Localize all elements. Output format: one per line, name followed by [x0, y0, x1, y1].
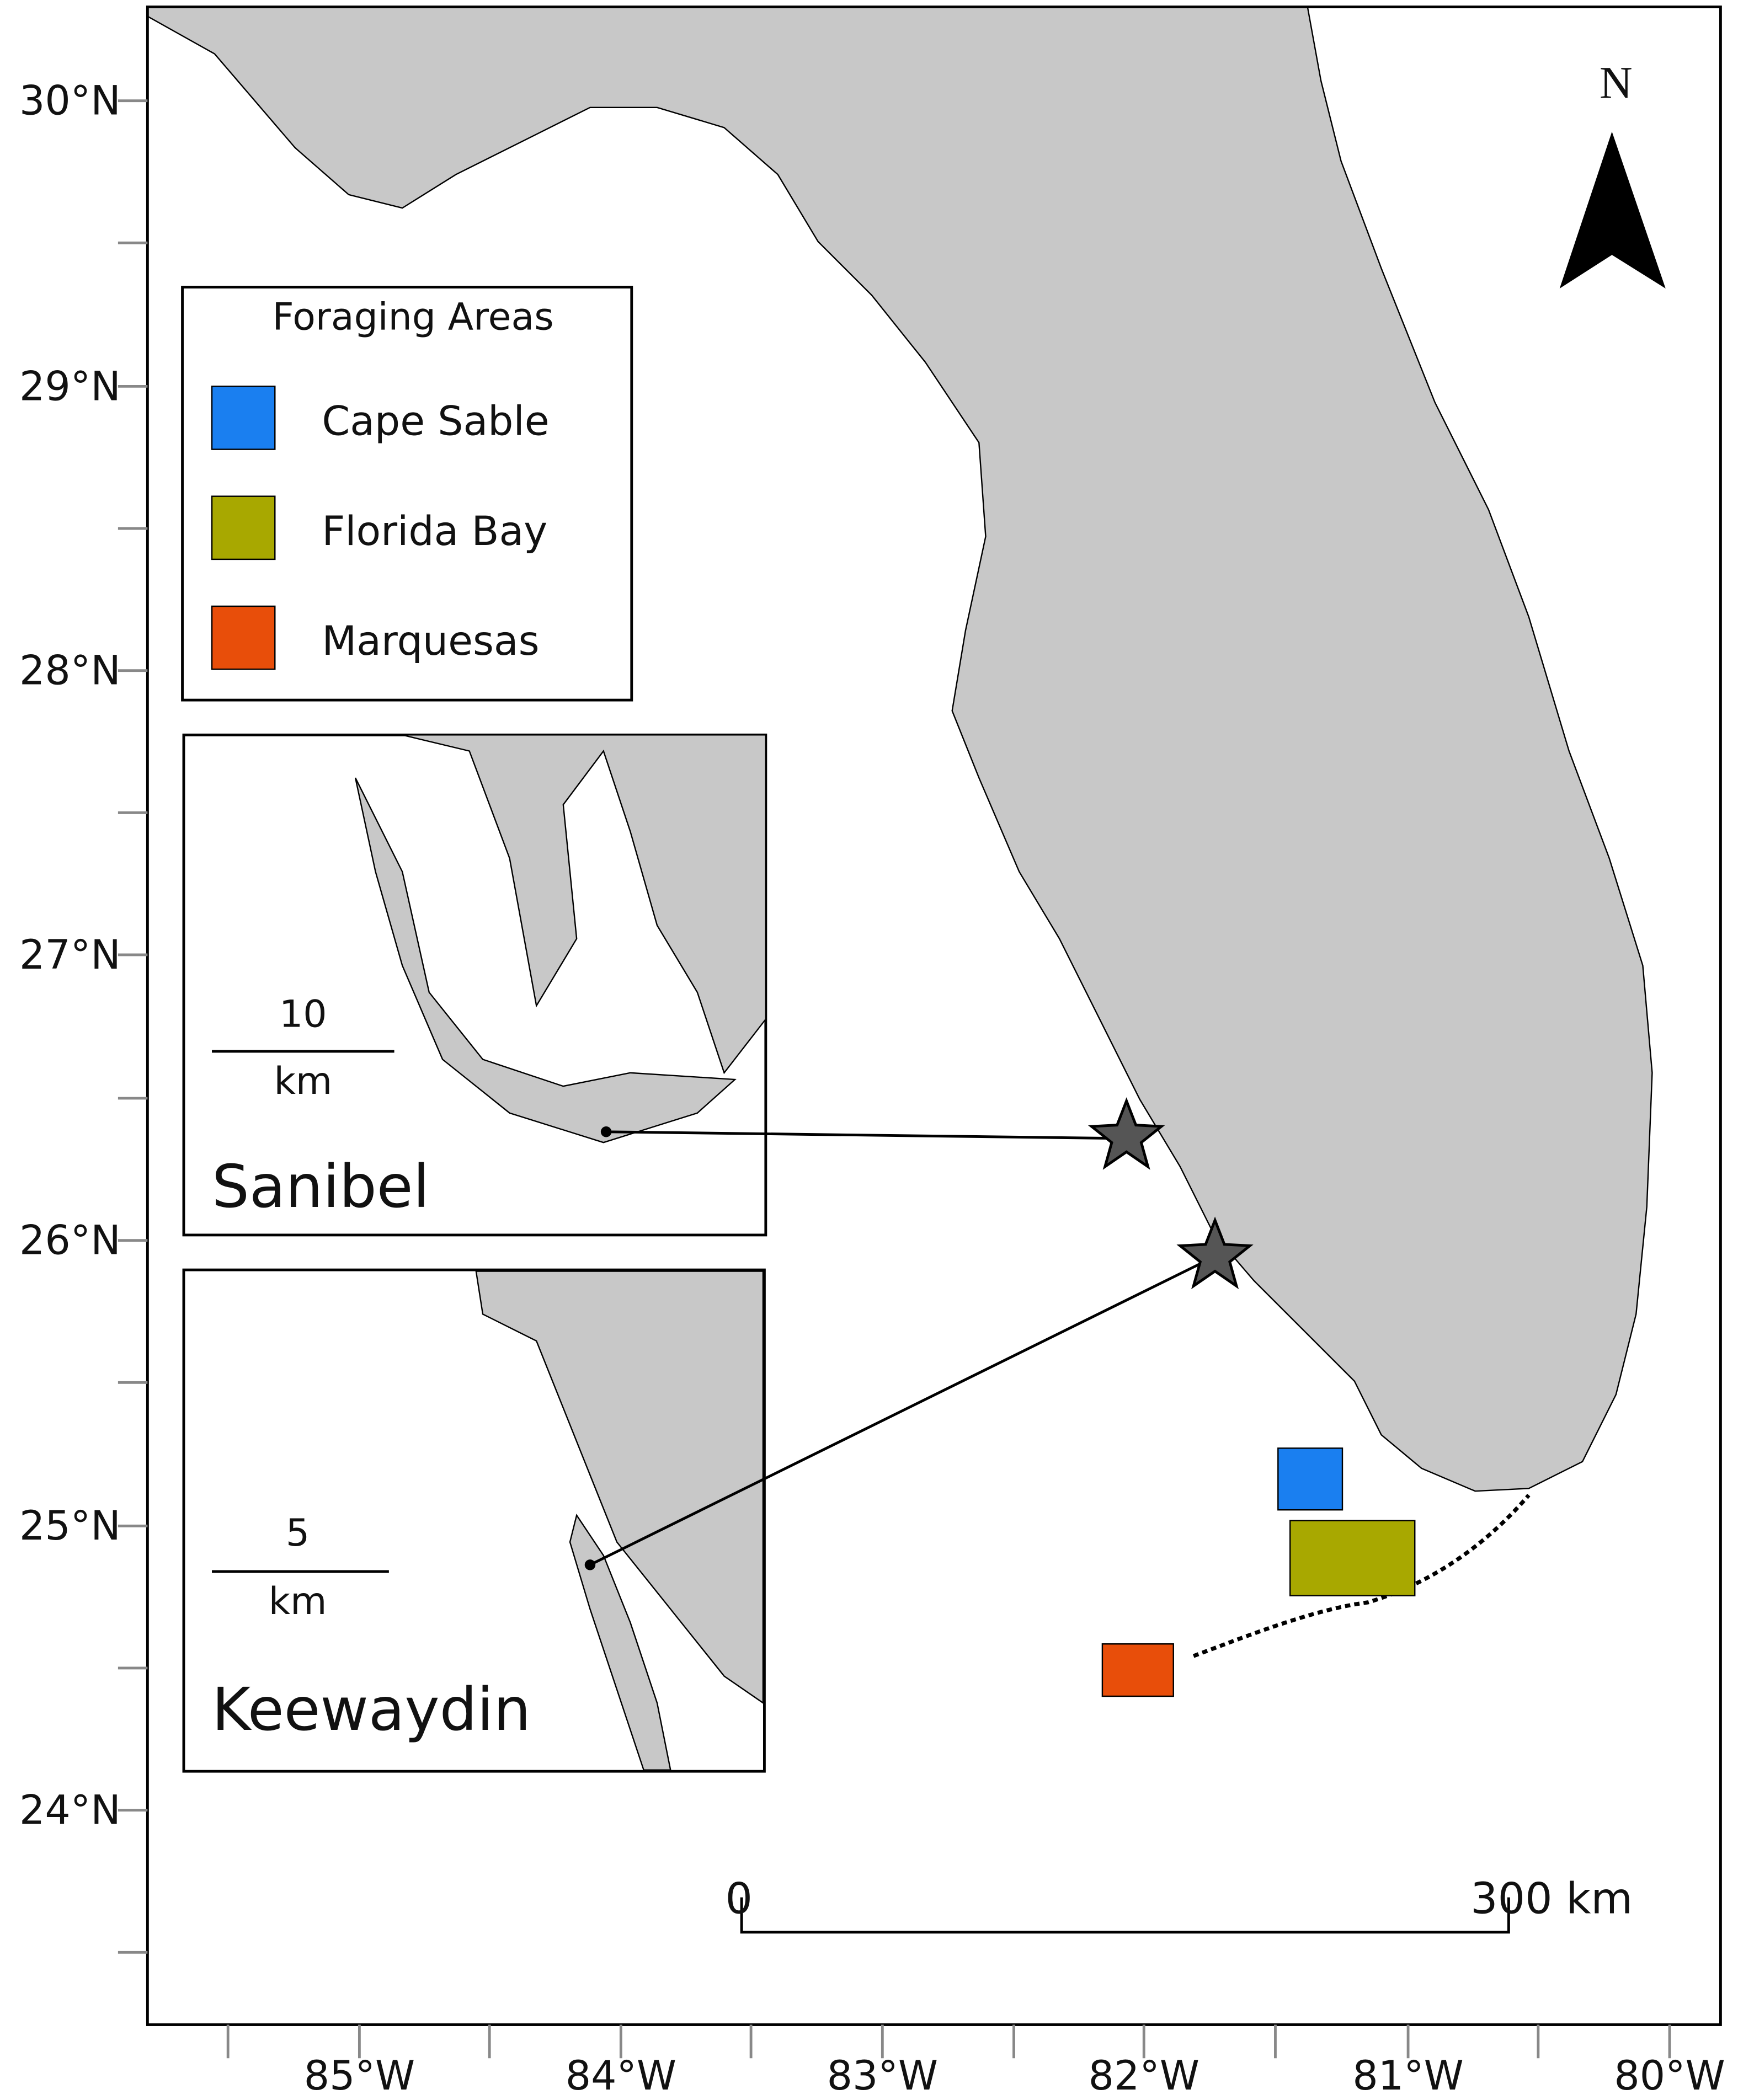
lon-label: 80°W: [1614, 2053, 1725, 2099]
connector: [606, 1130, 1127, 1140]
legend-label: Florida Bay: [322, 508, 547, 555]
legend-title: Foraging Areas: [273, 295, 554, 339]
legend-swatch: [211, 605, 276, 670]
inset-label: Keewaydin: [212, 1676, 531, 1744]
legend-label: Cape Sable: [322, 398, 549, 445]
lat-label: 29°N: [19, 363, 121, 410]
lat-label: 27°N: [19, 932, 121, 979]
scale-bar: [740, 1897, 1510, 1934]
legend-swatch: [211, 386, 276, 450]
lon-label: 82°W: [1089, 2053, 1199, 2099]
lon-label: 85°W: [304, 2053, 415, 2099]
nesting-site: [1087, 1097, 1165, 1170]
nesting-site: [1176, 1216, 1254, 1290]
inset-island: [569, 1513, 671, 1771]
north-label: N: [1600, 57, 1633, 108]
foraging-area: [1101, 1643, 1174, 1697]
legend-items: Cape Sable Florida Bay Marquesas: [211, 386, 550, 670]
keys: [1192, 1494, 1531, 1658]
inset-label: Sanibel: [212, 1153, 429, 1221]
lat-label: 30°N: [19, 78, 121, 125]
lat-label: 28°N: [19, 648, 121, 694]
lat-label: 24°N: [19, 1787, 121, 1834]
site-dot: [600, 1126, 612, 1137]
scale-start: 0: [725, 1874, 752, 1923]
florida-land: [147, 6, 1653, 1492]
site-dot: [584, 1559, 596, 1570]
inset-unit: km: [274, 1060, 332, 1103]
connector: [589, 1255, 1216, 1567]
inset-unit: km: [269, 1580, 327, 1623]
inset-island: [354, 777, 737, 1143]
legend-swatch: [211, 495, 276, 560]
lat-label: 25°N: [19, 1503, 121, 1549]
north-arrow: [1559, 131, 1666, 288]
lat-label: 26°N: [19, 1217, 121, 1264]
inset-land: [475, 1270, 764, 1704]
foraging-area: [1289, 1520, 1416, 1596]
inset-scale: 5: [286, 1511, 310, 1555]
map-frame: [146, 6, 1722, 2026]
lon-ticks: [226, 2024, 1671, 2059]
foraging-area: [1277, 1447, 1344, 1511]
legend-label: Marquesas: [322, 618, 539, 665]
lat-ticks: [118, 99, 148, 1954]
lon-label: 83°W: [827, 2053, 938, 2099]
inset-scale: 10: [279, 992, 327, 1036]
inset-land: [402, 734, 767, 1075]
lon-label: 84°W: [566, 2053, 676, 2099]
lon-label: 81°W: [1352, 2053, 1463, 2099]
scale-end: 300 km: [1470, 1874, 1633, 1923]
